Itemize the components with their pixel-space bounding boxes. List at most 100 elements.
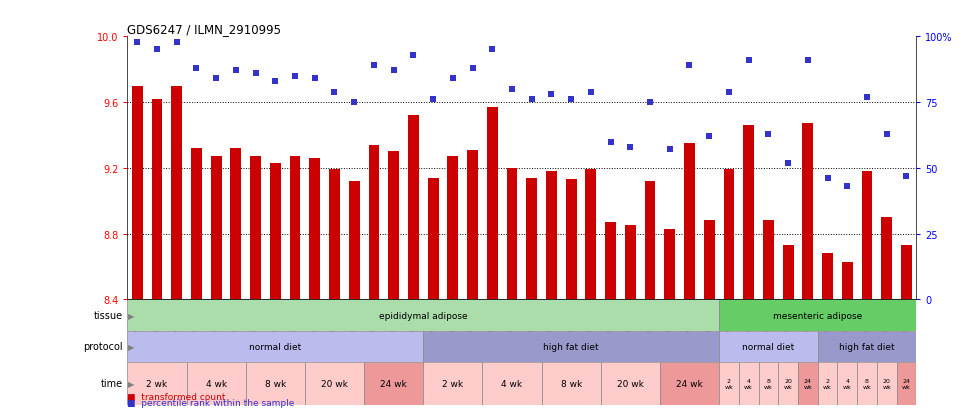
Text: 24
wk: 24 wk	[804, 378, 812, 389]
Text: 20
wk: 20 wk	[784, 378, 793, 389]
Bar	[526, 178, 537, 300]
Bar	[408, 116, 418, 300]
Point	[169, 39, 184, 46]
Text: 8 wk: 8 wk	[265, 379, 286, 388]
Text: GDS6247 / ILMN_2910995: GDS6247 / ILMN_2910995	[127, 23, 281, 36]
Bar	[230, 149, 241, 300]
Text: ■  percentile rank within the sample: ■ percentile rank within the sample	[127, 398, 295, 407]
Text: 2
wk: 2 wk	[724, 378, 733, 389]
Bar	[803, 124, 813, 300]
Bar	[448, 157, 459, 300]
Text: high fat diet: high fat diet	[543, 342, 599, 351]
Point	[268, 78, 283, 85]
Bar	[783, 246, 794, 300]
Point	[642, 100, 658, 106]
Bar	[127, 362, 186, 405]
Bar	[152, 100, 163, 300]
Point	[386, 68, 402, 75]
Bar	[172, 86, 182, 300]
Bar	[427, 178, 438, 300]
Text: 8 wk: 8 wk	[561, 379, 582, 388]
Bar	[349, 182, 360, 300]
Bar	[329, 170, 340, 300]
Text: high fat diet: high fat diet	[839, 342, 895, 351]
Point	[800, 57, 815, 64]
Point	[367, 63, 382, 69]
Text: 20 wk: 20 wk	[321, 379, 348, 388]
Point	[622, 144, 638, 151]
Text: 2
wk: 2 wk	[823, 378, 832, 389]
Bar	[388, 152, 399, 300]
Bar	[250, 157, 261, 300]
Point	[248, 71, 264, 77]
Bar	[423, 331, 719, 362]
Point	[287, 73, 303, 80]
Bar	[719, 362, 739, 405]
Bar	[660, 362, 719, 405]
Point	[662, 147, 677, 153]
Bar	[270, 164, 280, 300]
Text: 2 wk: 2 wk	[146, 379, 168, 388]
Text: protocol: protocol	[83, 342, 122, 351]
Point	[544, 92, 560, 98]
Bar	[246, 362, 305, 405]
Bar	[310, 159, 320, 300]
Bar	[305, 362, 365, 405]
Text: 8
wk: 8 wk	[764, 378, 773, 389]
Bar	[838, 362, 858, 405]
Bar	[719, 300, 916, 331]
Bar	[625, 226, 636, 300]
Bar	[423, 362, 482, 405]
Point	[228, 68, 244, 75]
Point	[129, 39, 145, 46]
Text: 24
wk: 24 wk	[902, 378, 910, 389]
Bar	[881, 218, 892, 300]
Point	[346, 100, 362, 106]
Point	[840, 183, 856, 190]
Bar	[684, 144, 695, 300]
Bar	[585, 170, 596, 300]
Point	[721, 89, 737, 95]
Bar	[877, 362, 897, 405]
Point	[504, 86, 519, 93]
Bar	[743, 126, 754, 300]
Bar	[487, 108, 498, 300]
Bar	[365, 362, 423, 405]
Bar	[507, 169, 517, 300]
Point	[819, 176, 835, 182]
Bar	[861, 172, 872, 300]
Text: normal diet: normal diet	[249, 342, 302, 351]
Bar	[664, 229, 675, 300]
Text: 24 wk: 24 wk	[380, 379, 407, 388]
Bar	[467, 150, 478, 300]
Text: ▶: ▶	[128, 311, 135, 320]
Point	[524, 97, 540, 104]
Point	[465, 65, 480, 72]
Text: ▶: ▶	[128, 379, 135, 388]
Text: ▶: ▶	[128, 342, 135, 351]
Text: 4 wk: 4 wk	[206, 379, 226, 388]
Text: normal diet: normal diet	[742, 342, 795, 351]
Bar	[763, 221, 774, 300]
Point	[741, 57, 757, 64]
Bar	[817, 362, 838, 405]
Point	[682, 63, 698, 69]
Bar	[822, 254, 833, 300]
Point	[406, 52, 421, 59]
Point	[188, 65, 204, 72]
Point	[445, 76, 461, 83]
Bar	[565, 180, 576, 300]
Text: 2 wk: 2 wk	[442, 379, 464, 388]
Bar	[127, 300, 719, 331]
Point	[209, 76, 224, 83]
Point	[307, 76, 322, 83]
Point	[484, 47, 500, 54]
Point	[326, 89, 342, 95]
Point	[702, 134, 717, 140]
Bar	[132, 86, 143, 300]
Bar	[897, 362, 916, 405]
Bar	[778, 362, 798, 405]
Bar	[606, 223, 616, 300]
Bar	[798, 362, 817, 405]
Text: 20
wk: 20 wk	[882, 378, 891, 389]
